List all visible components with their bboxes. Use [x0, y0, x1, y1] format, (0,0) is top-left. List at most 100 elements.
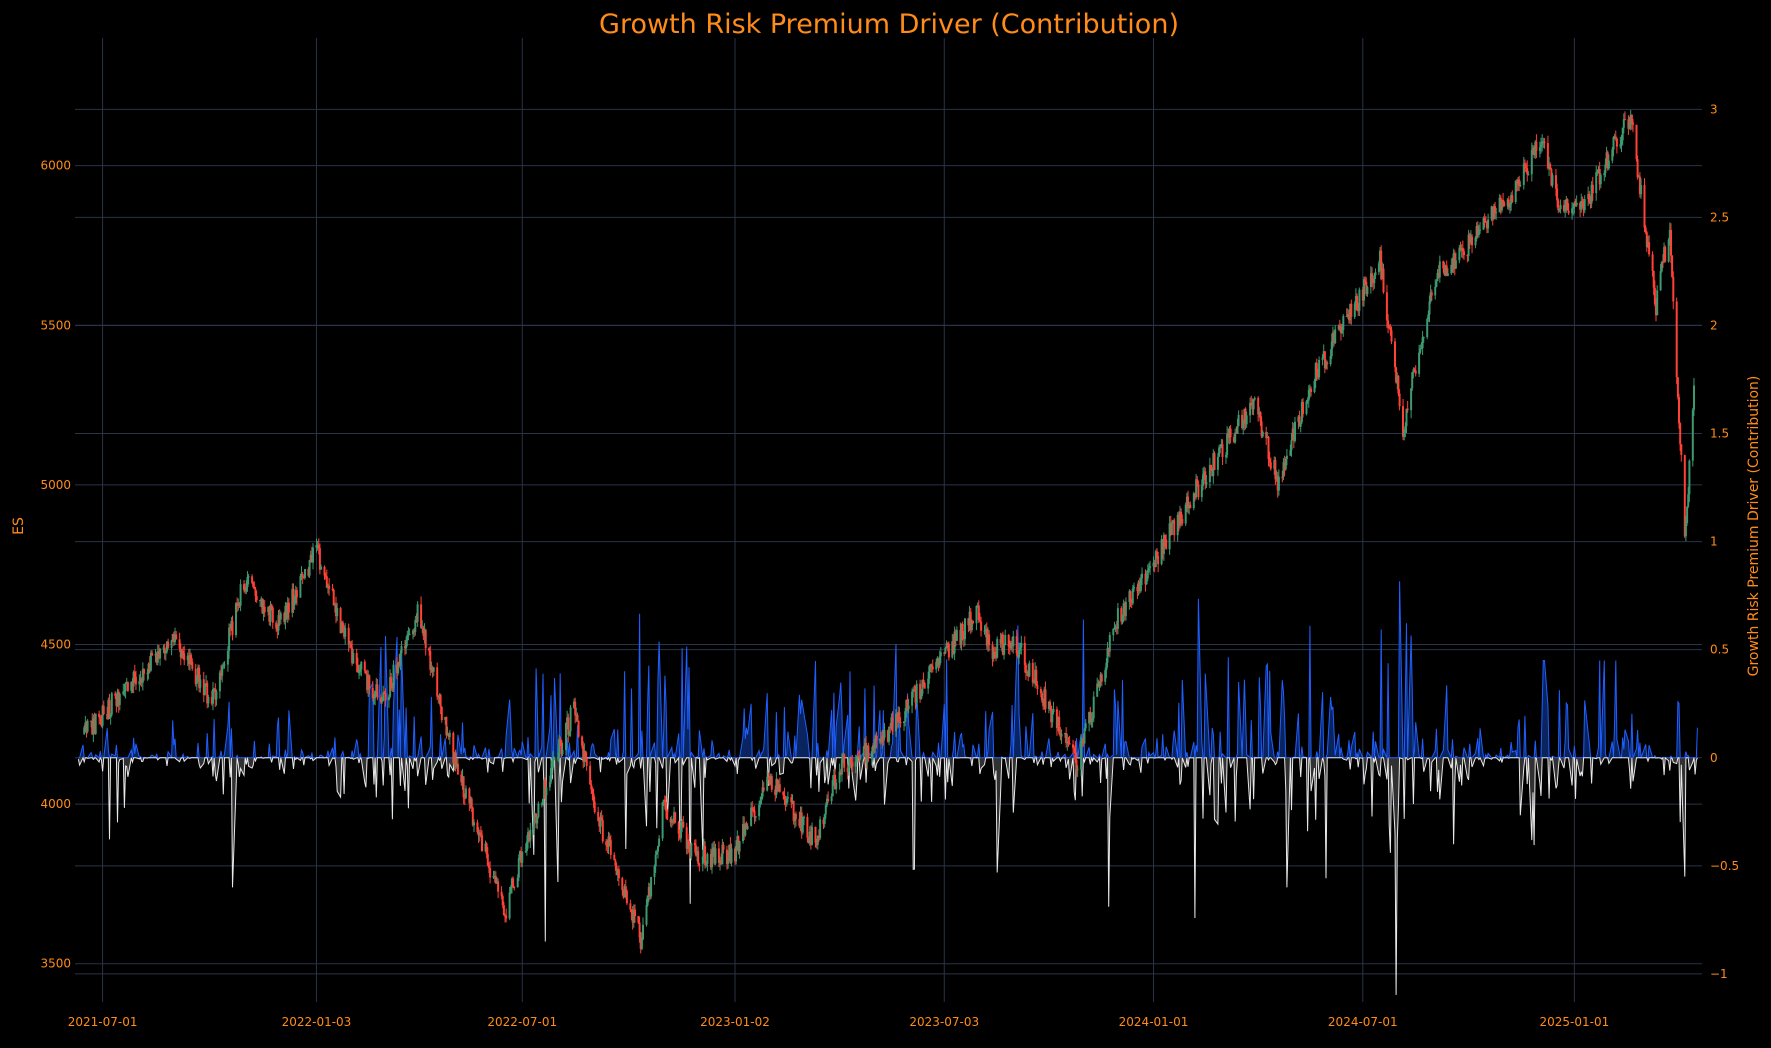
- candle-body: [613, 854, 616, 861]
- candle: [696, 846, 699, 862]
- candle-body: [269, 604, 272, 622]
- candle-body: [543, 780, 546, 799]
- y-left-tick-label: 4000: [40, 797, 71, 811]
- candle: [888, 726, 891, 746]
- candle: [657, 845, 659, 859]
- candle-body: [1019, 647, 1022, 651]
- candle: [218, 670, 221, 699]
- candle: [768, 775, 771, 786]
- candle-body: [600, 817, 603, 821]
- candle: [1466, 254, 1469, 263]
- candle-body: [681, 821, 684, 825]
- candle-body: [814, 826, 817, 843]
- candle: [838, 763, 841, 790]
- candle: [527, 827, 529, 849]
- candle-body: [1460, 247, 1463, 251]
- candle: [694, 839, 697, 857]
- candle: [882, 730, 885, 746]
- candle-body: [218, 672, 221, 692]
- candle-body: [1511, 195, 1514, 202]
- candle: [358, 664, 360, 680]
- candle: [1420, 342, 1423, 350]
- candle: [1297, 415, 1300, 430]
- candle: [159, 647, 162, 666]
- candle: [754, 816, 757, 822]
- candle: [1124, 597, 1127, 621]
- candle: [1337, 324, 1340, 331]
- candle: [1403, 429, 1406, 441]
- candle: [167, 638, 170, 650]
- candle: [951, 633, 954, 659]
- candle-body: [1340, 327, 1342, 333]
- candle-body: [1499, 197, 1502, 211]
- candle-body: [1329, 356, 1332, 364]
- candle: [320, 564, 323, 570]
- candle: [1064, 732, 1066, 738]
- candle-body: [159, 648, 162, 659]
- candle: [348, 640, 351, 649]
- candle: [1184, 502, 1187, 527]
- candle: [613, 852, 616, 861]
- candle-body: [873, 745, 876, 749]
- candle: [669, 816, 672, 827]
- candle-body: [791, 800, 794, 803]
- candle-body: [1253, 397, 1256, 400]
- candle-body: [260, 598, 263, 601]
- candle: [980, 616, 983, 637]
- candle: [730, 843, 733, 867]
- candle: [1564, 199, 1567, 218]
- candle: [1412, 367, 1415, 379]
- candle-body: [397, 662, 400, 674]
- candle: [996, 636, 999, 659]
- candle: [294, 585, 297, 604]
- candle-body: [1530, 150, 1533, 175]
- candle: [355, 648, 358, 673]
- candle-body: [422, 627, 425, 636]
- candle-body: [808, 831, 811, 844]
- candle-body: [1398, 393, 1401, 407]
- candle-body: [1074, 748, 1077, 760]
- candle-body: [597, 812, 600, 821]
- candle: [975, 605, 978, 631]
- candle-body: [1498, 197, 1501, 213]
- candle-body: [882, 736, 885, 738]
- candle: [1687, 486, 1690, 509]
- candle: [133, 664, 136, 683]
- candle: [658, 835, 661, 847]
- candle-body: [1015, 636, 1018, 654]
- candle-body: [226, 650, 229, 665]
- candle: [750, 802, 753, 827]
- candle-body: [446, 734, 449, 736]
- candle-body: [944, 648, 947, 654]
- candle: [1541, 134, 1544, 152]
- candle-body: [1421, 337, 1424, 349]
- candle-body: [118, 694, 121, 705]
- candle-body: [439, 694, 442, 707]
- candle-body: [1627, 119, 1630, 129]
- candle-body: [585, 758, 588, 766]
- candle: [164, 650, 167, 661]
- candle-body: [1261, 431, 1264, 437]
- candle: [141, 662, 144, 691]
- candle: [484, 840, 487, 852]
- candle-body: [195, 681, 198, 684]
- candle-body: [138, 681, 141, 685]
- candle-body: [429, 650, 432, 670]
- candle: [180, 648, 183, 659]
- candle-body: [1477, 230, 1480, 235]
- candle-body: [1208, 465, 1211, 483]
- candle: [615, 862, 618, 876]
- candle: [1329, 349, 1332, 367]
- candle-body: [1091, 718, 1094, 720]
- candle-body: [1024, 664, 1027, 674]
- candle: [1084, 719, 1087, 731]
- candle: [671, 818, 674, 826]
- candle-body: [286, 602, 289, 619]
- candle: [573, 698, 575, 710]
- candle-body: [1598, 169, 1601, 185]
- candle: [1180, 508, 1183, 527]
- candle-body: [800, 812, 803, 833]
- candle: [1660, 261, 1663, 273]
- candle: [597, 806, 600, 822]
- candle-body: [339, 608, 342, 633]
